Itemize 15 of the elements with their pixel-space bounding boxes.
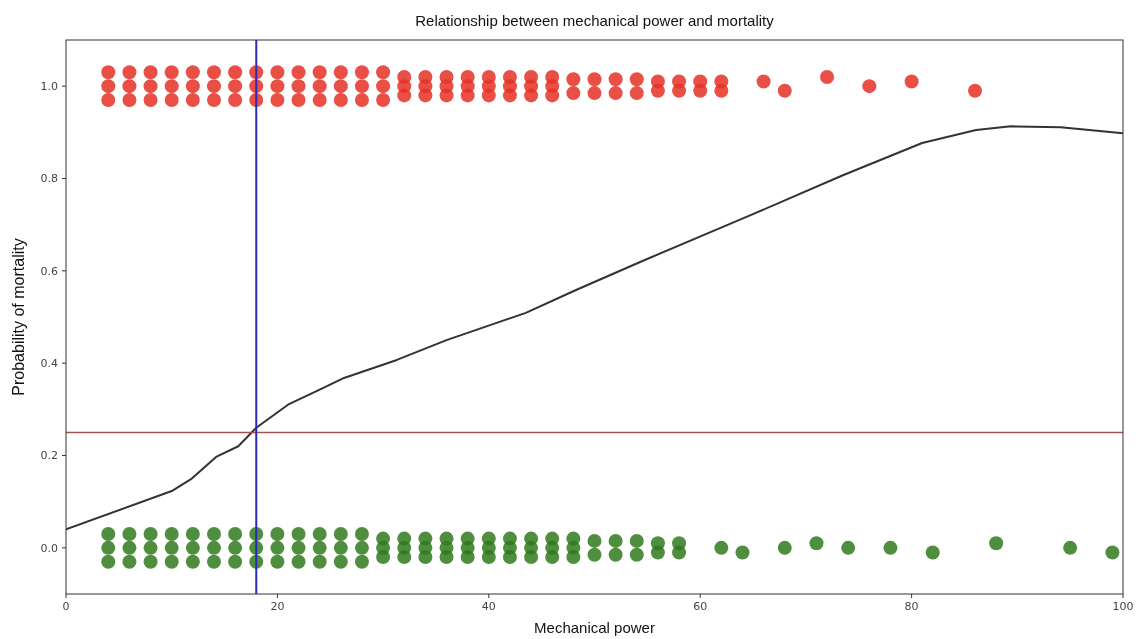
x-tick-label: 80 (904, 600, 919, 613)
x-axis-title: Mechanical power (534, 619, 655, 636)
y-tick-label: 1.0 (40, 80, 58, 94)
y-tick-label: 0.2 (40, 449, 58, 463)
x-tick-label: 40 (481, 600, 496, 613)
x-tick-label: 100 (1112, 600, 1134, 613)
y-tick-label: 0.8 (40, 172, 58, 186)
x-tick-label: 0 (62, 600, 70, 613)
x-tick-label: 60 (693, 600, 708, 613)
y-tick-label: 0.4 (40, 357, 58, 371)
chart-title: Relationship between mechanical power and mortality (415, 12, 775, 29)
y-tick-label: 0.6 (40, 264, 58, 278)
y-tick-label: 0.0 (40, 541, 58, 555)
x-tick-label: 20 (270, 600, 285, 613)
y-axis-title: Probability of mortality (10, 238, 27, 396)
